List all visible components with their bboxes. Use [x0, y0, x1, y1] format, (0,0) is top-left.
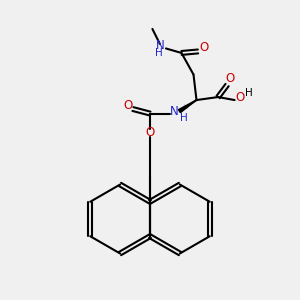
- Text: O: O: [123, 99, 132, 112]
- Text: O: O: [235, 91, 244, 104]
- Text: H: H: [245, 88, 253, 98]
- Text: H: H: [180, 113, 188, 123]
- Text: O: O: [226, 72, 235, 85]
- Text: O: O: [200, 41, 208, 54]
- Polygon shape: [178, 100, 196, 113]
- Text: O: O: [146, 126, 154, 139]
- Text: H: H: [155, 48, 163, 58]
- Text: N: N: [155, 39, 164, 52]
- Text: N: N: [170, 105, 179, 118]
